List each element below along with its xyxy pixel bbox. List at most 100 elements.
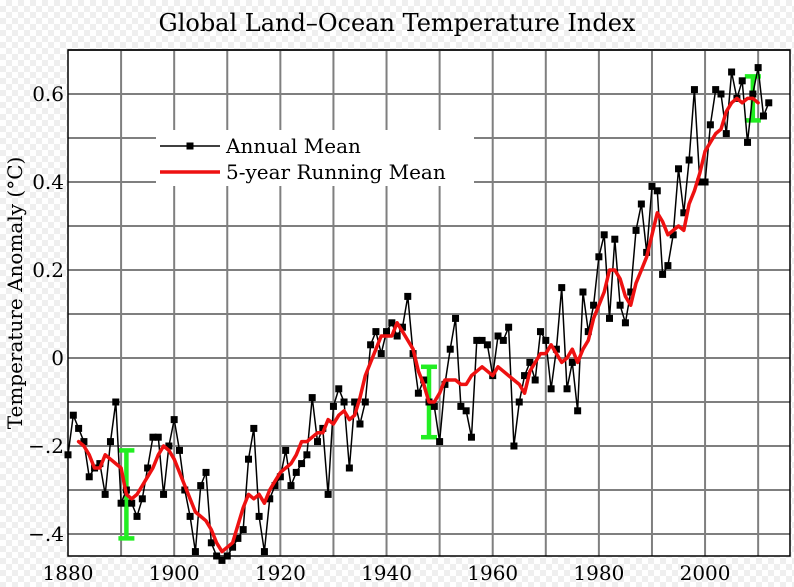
annual-mean-point-1972 <box>552 345 560 353</box>
annual-mean-point-1932 <box>340 398 348 406</box>
annual-mean-point-1939 <box>377 350 385 358</box>
annual-mean-point-1986 <box>627 288 635 296</box>
annual-mean-point-1975 <box>568 358 576 366</box>
annual-mean-point-1912 <box>234 534 242 542</box>
annual-mean-point-1933 <box>345 464 353 472</box>
plot-frame <box>67 49 791 557</box>
annual-mean-point-1929 <box>324 490 332 498</box>
annual-mean-point-1940 <box>383 328 391 336</box>
annual-mean-point-1952 <box>446 345 454 353</box>
annual-mean-point-1963 <box>505 323 513 331</box>
annual-mean-point-1961 <box>494 332 502 340</box>
annual-mean-point-1942 <box>393 332 401 340</box>
y-tick-label-4: 0.4 <box>32 170 64 194</box>
x-tick-label-1940: 1940 <box>361 561 412 585</box>
y-tick-label-5: 0.6 <box>32 82 64 106</box>
y-axis-label: Temperature Anomaly (°C) <box>3 157 27 430</box>
annual-mean-point-2012 <box>765 99 773 107</box>
annual-mean-point-2002 <box>712 86 720 94</box>
annual-mean-point-1931 <box>335 385 343 393</box>
annual-mean-point-1985 <box>621 319 629 327</box>
x-tick-label-1920: 1920 <box>255 561 306 585</box>
annual-mean-point-2011 <box>759 112 767 120</box>
annual-mean-point-1994 <box>669 231 677 239</box>
annual-mean-point-1881 <box>69 411 77 419</box>
annual-mean-point-1899 <box>165 442 173 450</box>
annual-mean-point-1999 <box>696 178 704 186</box>
annual-mean-point-1903 <box>186 512 194 520</box>
annual-mean-point-1980 <box>595 253 603 261</box>
annual-mean-point-1934 <box>351 398 359 406</box>
annual-mean-point-1995 <box>675 165 683 173</box>
annual-mean-point-1893 <box>133 512 141 520</box>
annual-mean-point-2000 <box>701 178 709 186</box>
annual-mean-point-1907 <box>207 539 215 547</box>
annual-mean-point-1909 <box>218 556 226 564</box>
annual-mean-point-1900 <box>170 416 178 424</box>
annual-mean-point-1959 <box>483 341 491 349</box>
legend-annual-marker <box>186 142 194 150</box>
annual-mean-point-1883 <box>80 438 88 446</box>
annual-mean-point-2008 <box>744 138 752 146</box>
annual-mean-point-1950 <box>436 438 444 446</box>
annual-mean-point-1953 <box>452 314 460 322</box>
annual-mean-point-1890 <box>117 499 125 507</box>
annual-mean-point-1973 <box>558 284 566 292</box>
annual-mean-point-1915 <box>250 424 258 432</box>
chart-title: Global Land–Ocean Temperature Index <box>159 9 636 37</box>
annual-mean-point-1898 <box>160 490 168 498</box>
annual-mean-point-1926 <box>308 394 316 402</box>
y-tick-label-0: −.4 <box>28 522 64 546</box>
annual-mean-point-1938 <box>372 328 380 336</box>
annual-mean-point-1918 <box>266 495 274 503</box>
annual-mean-point-1937 <box>367 341 375 349</box>
annual-mean-point-1970 <box>542 336 550 344</box>
annual-mean-point-1997 <box>685 156 693 164</box>
annual-mean-point-1936 <box>361 398 369 406</box>
annual-mean-point-2001 <box>706 121 714 129</box>
y-tick-label-3: 0.2 <box>32 258 64 282</box>
annual-mean-point-1957 <box>473 336 481 344</box>
x-tick-label-2000: 2000 <box>680 561 731 585</box>
annual-mean-point-1927 <box>314 438 322 446</box>
annual-mean-point-1964 <box>510 442 518 450</box>
y-tick-label-1: −.2 <box>28 434 64 458</box>
annual-mean-point-1954 <box>457 402 465 410</box>
annual-mean-point-1981 <box>600 231 608 239</box>
annual-mean-point-1988 <box>637 200 645 208</box>
x-tick-label-1960: 1960 <box>467 561 518 585</box>
annual-mean-point-1982 <box>606 314 613 322</box>
annual-mean-point-1944 <box>404 292 412 300</box>
annual-mean-point-1993 <box>664 262 672 270</box>
running-mean-series <box>76 96 760 554</box>
annual-mean-point-1969 <box>536 328 544 336</box>
annual-mean-point-1966 <box>521 372 529 380</box>
annual-mean-point-1935 <box>356 420 364 428</box>
x-tick-label-1900: 1900 <box>149 561 200 585</box>
annual-mean-point-1923 <box>292 468 300 476</box>
y-tick-label-2: 0 <box>51 346 64 370</box>
annual-mean-point-1968 <box>531 376 539 384</box>
annual-mean-point-1977 <box>579 288 587 296</box>
annual-mean-point-1896 <box>149 433 157 441</box>
annual-mean-point-2004 <box>722 130 730 138</box>
annual-mean-point-2003 <box>717 90 725 98</box>
annual-mean-point-1943 <box>398 323 406 331</box>
annual-mean-point-1987 <box>632 226 640 234</box>
annual-mean-point-1906 <box>202 468 210 476</box>
annual-mean-point-2010 <box>754 64 762 72</box>
annual-mean-point-2009 <box>749 90 757 98</box>
annual-mean-point-1978 <box>584 328 592 336</box>
legend-running-label: 5-year Running Mean <box>226 160 446 184</box>
annual-mean-point-1998 <box>690 86 698 94</box>
annual-mean-point-1983 <box>611 235 619 243</box>
annual-mean-point-1930 <box>329 402 337 410</box>
annual-mean-point-1967 <box>526 358 534 366</box>
annual-mean-point-1904 <box>191 548 199 556</box>
annual-mean-point-1889 <box>112 398 120 406</box>
annual-mean-point-1921 <box>282 446 290 454</box>
annual-mean-point-1949 <box>430 402 438 410</box>
legend: Annual Mean 5-year Running Mean <box>156 130 474 186</box>
annual-mean-point-1991 <box>653 187 661 195</box>
annual-mean-point-1895 <box>144 464 152 472</box>
